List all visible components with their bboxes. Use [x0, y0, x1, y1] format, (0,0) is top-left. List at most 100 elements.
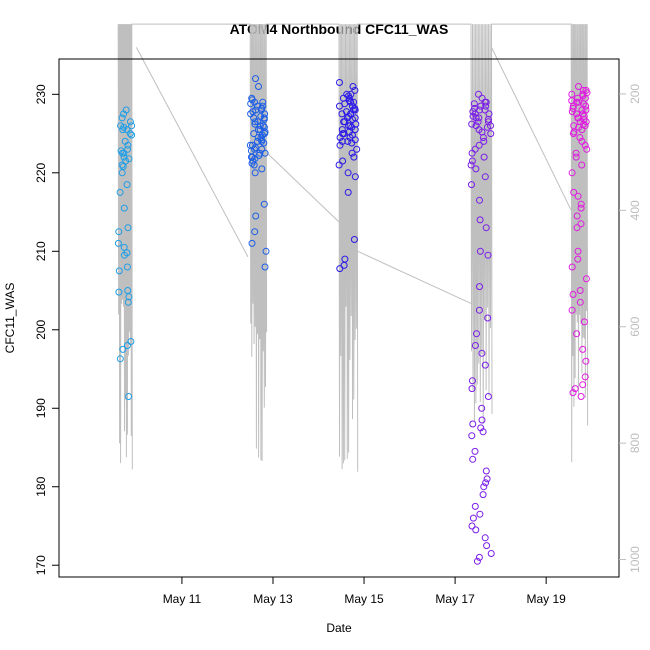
data-point-s3-71 [483, 542, 491, 550]
data-point-s4-36 [581, 141, 589, 149]
data-point-s0-34 [124, 298, 132, 306]
y-tick-label-0: 170 [34, 555, 48, 575]
data-point-s4-11 [575, 98, 583, 106]
data-point-s3-33 [467, 161, 475, 169]
data-point-s4-56 [568, 306, 576, 314]
data-point-s2-50 [344, 188, 352, 196]
data-point-s2-30 [351, 126, 359, 134]
data-point-s4-63 [571, 385, 579, 393]
data-point-s4-62 [579, 381, 587, 389]
y-tick-label-2: 190 [34, 398, 48, 418]
data-point-s1-33 [258, 137, 266, 145]
data-point-s3-3 [482, 98, 490, 106]
data-point-s1-55 [252, 212, 260, 220]
data-point-s2-13 [336, 102, 343, 110]
data-point-s2-46 [339, 157, 347, 165]
data-point-s4-54 [569, 291, 577, 298]
data-point-s0-1 [120, 110, 128, 118]
data-point-s4-16 [578, 106, 586, 114]
data-point-s3-50 [468, 385, 476, 393]
data-point-s2-54 [336, 265, 344, 273]
right-tick-label-2: 600 [628, 316, 642, 336]
data-point-s3-51 [484, 393, 492, 400]
data-point-s3-52 [478, 404, 486, 412]
data-point-s2-2 [351, 86, 359, 94]
data-point-s3-62 [482, 479, 490, 487]
data-point-s3-47 [478, 349, 486, 357]
data-point-s1-52 [255, 83, 262, 90]
data-point-s4-52 [582, 275, 590, 283]
data-point-s3-44 [484, 314, 492, 322]
data-point-s3-68 [468, 522, 476, 530]
data-point-s4-57 [580, 318, 588, 326]
data-point-s3-0 [475, 90, 482, 98]
data-point-s1-27 [250, 130, 258, 138]
x-axis-label: Date [326, 621, 352, 635]
data-point-s3-22 [483, 123, 491, 131]
data-point-s1-54 [260, 200, 268, 208]
data-point-s0-28 [120, 251, 128, 259]
data-point-s0-14 [120, 153, 128, 161]
data-point-s4-7 [574, 94, 582, 102]
data-point-s3-5 [482, 102, 490, 110]
data-point-s3-38 [476, 216, 484, 224]
right-tick-label-4: 1000 [628, 546, 642, 573]
data-point-s3-74 [473, 557, 481, 565]
data-point-s4-33 [570, 130, 577, 138]
y-tick-label-5: 220 [34, 162, 48, 182]
altitude-line [117, 23, 589, 472]
x-tick-label-4: May 19 [526, 592, 566, 606]
data-point-s4-31 [578, 126, 586, 134]
y-tick-label-4: 210 [34, 241, 48, 261]
data-point-s0-24 [115, 228, 123, 236]
data-point-s2-45 [350, 153, 358, 161]
data-point-s4-15 [569, 104, 577, 112]
data-point-s4-44 [577, 200, 585, 208]
data-point-s0-7 [126, 130, 134, 138]
data-point-s1-41 [261, 149, 269, 157]
data-point-s0-31 [124, 287, 132, 294]
data-point-s3-45 [473, 330, 480, 338]
data-point-s1-34 [260, 139, 268, 147]
data-point-s1-59 [261, 263, 269, 271]
data-point-s2-48 [344, 169, 352, 177]
data-point-s2-41 [348, 139, 356, 147]
data-point-s2-23 [349, 115, 356, 123]
data-point-s4-55 [576, 298, 584, 306]
data-point-s3-19 [468, 120, 476, 128]
data-point-s3-60 [482, 467, 490, 475]
data-point-s4-64 [569, 389, 577, 397]
data-point-s0-19 [118, 169, 126, 177]
data-point-s3-73 [475, 553, 483, 561]
data-point-s2-16 [351, 106, 359, 114]
data-point-s3-72 [487, 550, 495, 557]
data-point-s3-27 [480, 137, 488, 145]
data-point-s4-39 [572, 153, 580, 161]
right-tick-label-1: 400 [628, 200, 642, 220]
data-point-s2-36 [336, 134, 344, 141]
data-point-s1-21 [256, 122, 264, 130]
data-point-s4-65 [577, 393, 585, 400]
data-point-s3-63 [480, 483, 488, 491]
data-point-s4-45 [577, 204, 585, 212]
data-point-s3-10 [469, 108, 477, 116]
data-point-s2-40 [344, 137, 352, 145]
data-point-s3-43 [475, 306, 483, 314]
data-point-s1-18 [251, 118, 259, 126]
y-tick-label-6: 230 [34, 84, 48, 104]
data-point-s4-51 [568, 263, 576, 271]
data-point-s4-12 [579, 100, 587, 108]
data-point-s3-69 [472, 526, 480, 534]
data-point-s2-0 [336, 79, 343, 86]
data-point-s2-34 [340, 130, 348, 138]
altitude-transit-2 [357, 250, 472, 304]
data-point-s1-56 [251, 228, 259, 236]
data-point-s0-35 [127, 338, 135, 345]
data-point-s1-50 [258, 165, 266, 173]
data-point-s0-39 [125, 393, 133, 400]
data-point-s1-53 [252, 75, 259, 83]
altitude-trace [117, 23, 589, 472]
data-point-s3-12 [471, 110, 479, 118]
data-point-s0-32 [115, 288, 123, 296]
data-point-s3-42 [476, 283, 483, 291]
